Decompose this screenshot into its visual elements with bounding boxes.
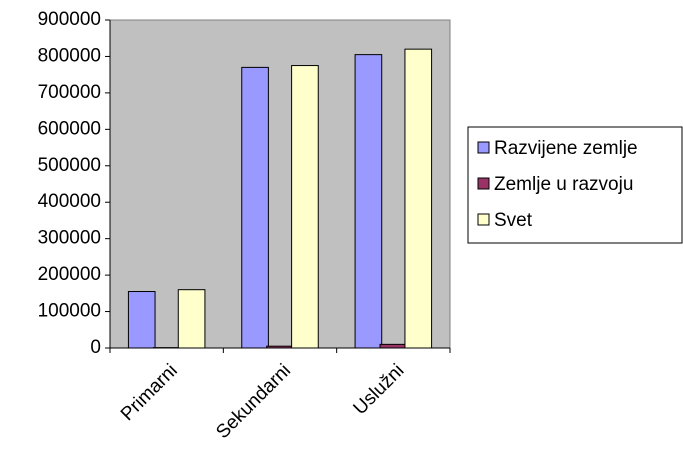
legend-swatch [477,213,490,226]
bar [404,48,433,349]
plot-area [109,19,451,349]
bar [354,54,383,349]
y-tick-label: 600000 [38,118,101,139]
y-tick-label: 800000 [38,45,101,66]
y-tick-label: 200000 [38,264,101,285]
bar [291,65,319,349]
y-tick-label: 100000 [38,301,101,322]
x-tick-label: Sekundarni [212,360,295,443]
y-tick-label: 900000 [38,9,101,30]
bar [127,291,156,349]
x-tick-label: Primarni [117,360,182,425]
y-tick-label: 0 [90,337,101,358]
y-tick-label: 700000 [38,82,101,103]
legend [467,126,683,244]
y-tick-label: 500000 [38,155,101,176]
bar [379,343,408,349]
legend-label: Zemlje u razvoju [494,174,633,195]
y-tick-label: 300000 [38,228,101,249]
x-tick-label: Uslužni [350,360,409,419]
legend-label: Razvijene zemlje [494,138,638,159]
bar [241,66,269,349]
legend-swatch [477,141,490,154]
y-tick-label: 400000 [38,191,101,212]
legend-swatch [477,177,490,190]
bar [266,345,294,349]
bar [177,289,206,349]
legend-label: Svet [494,210,533,231]
